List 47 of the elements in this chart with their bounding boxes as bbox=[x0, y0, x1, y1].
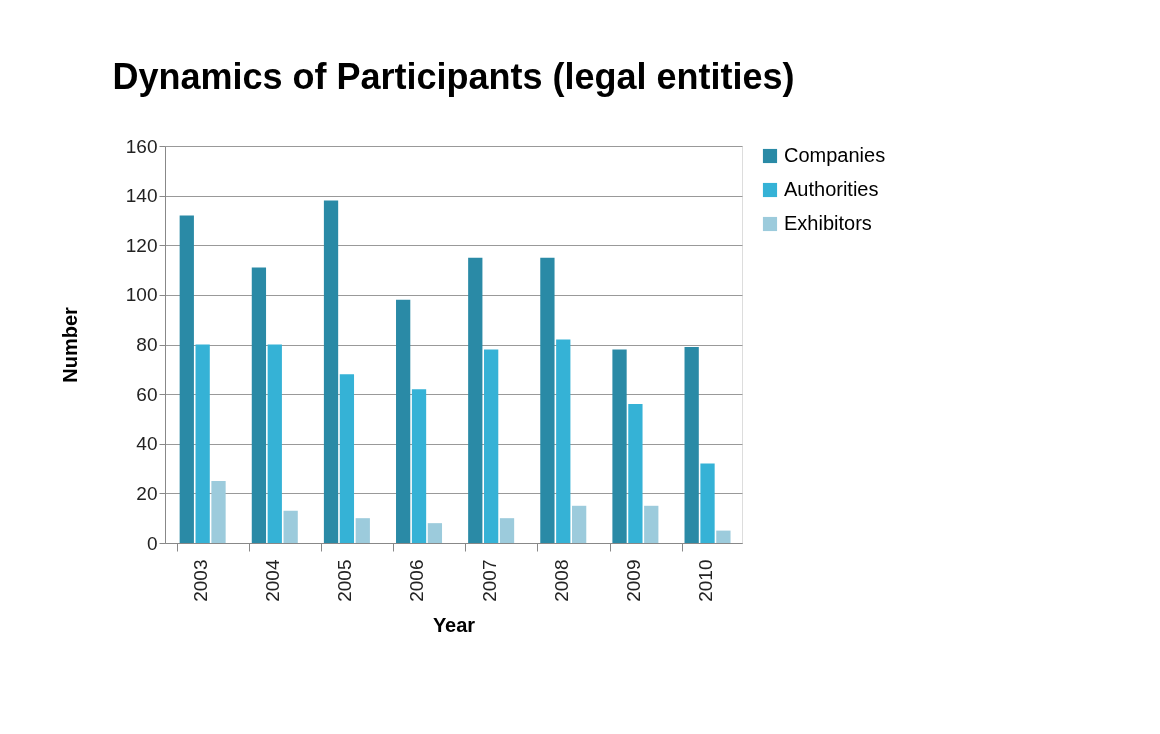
x-tick-label: 2007 bbox=[478, 559, 500, 602]
bar bbox=[195, 344, 210, 543]
chart-title: Dynamics of Participants (legal entities) bbox=[112, 56, 795, 97]
x-tick-label: 2008 bbox=[550, 559, 572, 602]
y-tick-label: 120 bbox=[125, 234, 158, 256]
y-tick-label: 60 bbox=[136, 383, 158, 405]
legend-label: Exhibitors bbox=[784, 212, 872, 234]
y-tick-label: 160 bbox=[125, 135, 158, 157]
bar bbox=[427, 523, 443, 543]
y-tick-label: 80 bbox=[136, 334, 158, 355]
legend-label: Companies bbox=[784, 144, 886, 166]
x-tick-label: 2003 bbox=[190, 559, 212, 602]
bar bbox=[700, 463, 715, 543]
y-tick-label: 100 bbox=[125, 284, 158, 306]
bar bbox=[484, 349, 499, 543]
x-tick-label: 2009 bbox=[622, 559, 644, 602]
bar bbox=[628, 404, 643, 543]
bar bbox=[411, 389, 427, 543]
bar bbox=[283, 510, 298, 543]
bar bbox=[396, 299, 411, 543]
bar bbox=[644, 505, 659, 543]
y-tick-label: 40 bbox=[136, 433, 158, 455]
bar bbox=[251, 267, 267, 543]
bar bbox=[339, 374, 355, 543]
bar bbox=[499, 518, 515, 543]
bar bbox=[556, 339, 571, 543]
bar bbox=[572, 505, 587, 543]
y-tick-label: 0 bbox=[146, 532, 158, 554]
bar bbox=[468, 257, 483, 543]
bar bbox=[179, 215, 194, 543]
x-tick-label: 2004 bbox=[262, 559, 284, 602]
x-axis-title: Year bbox=[432, 613, 476, 636]
bar bbox=[267, 344, 282, 543]
bar bbox=[684, 346, 699, 543]
y-tick-label: 140 bbox=[125, 185, 158, 207]
bar bbox=[612, 349, 627, 543]
bar bbox=[211, 480, 226, 543]
x-tick-label: 2005 bbox=[334, 559, 356, 602]
legend-label: Authorities bbox=[784, 178, 879, 200]
y-axis-title: Number bbox=[58, 307, 81, 383]
bar bbox=[355, 518, 370, 543]
x-tick-label: 2010 bbox=[694, 559, 716, 602]
bar bbox=[540, 257, 555, 543]
y-tick-label: 20 bbox=[136, 482, 158, 504]
bar bbox=[323, 200, 339, 543]
bar bbox=[716, 530, 731, 543]
x-tick-label: 2006 bbox=[406, 559, 428, 602]
